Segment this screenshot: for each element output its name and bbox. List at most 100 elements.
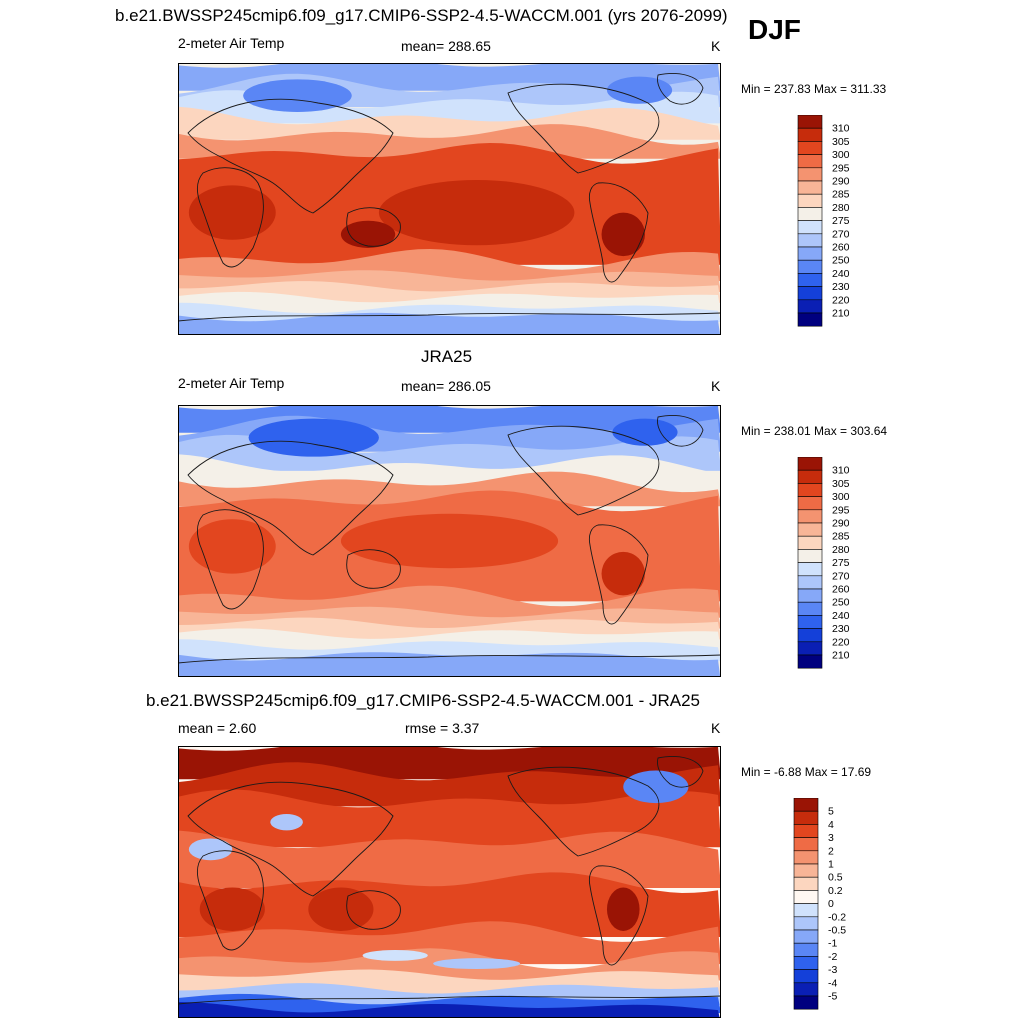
panel-obs-map-band [178, 652, 721, 677]
panel-diff-colorbar-box [793, 798, 819, 812]
panel-obs-title: JRA25 [421, 347, 473, 366]
panel-diff-map-band [178, 1002, 720, 1018]
panel-model-colorbar-box [797, 141, 823, 155]
panel-diff-map-region [270, 814, 303, 831]
panel-model-colorbar-tick-label: 275 [832, 215, 850, 227]
panel-diff-map-region [362, 950, 428, 961]
panel-obs-colorbar-tick-label: 250 [832, 597, 850, 609]
panel-model-map-region [378, 179, 575, 246]
panel-obs-colorbar-box [797, 496, 823, 511]
panel-model-colorbar-tick-label: 290 [832, 176, 850, 188]
panel-obs-colorbar-tick-label: 260 [832, 584, 850, 596]
panel-obs-map [178, 405, 721, 677]
panel-obs-map-coastline [346, 549, 401, 589]
panel-obs-colorbar-tick-label: 220 [832, 636, 850, 648]
panel-obs-colorbar-tick-label: 305 [832, 478, 850, 490]
panel-diff-colorbar-tick-label: -2 [828, 951, 837, 963]
panel-diff-colorbar-box [793, 824, 819, 838]
panel-model-map-frame [178, 63, 721, 335]
panel-obs-map-band [178, 617, 721, 640]
panel-diff-map-band [178, 789, 721, 848]
panel-model-map-coastline [196, 167, 264, 268]
panel-obs-variable-label: 2-meter Air Temp [178, 375, 285, 391]
panel-model-colorbar-box [797, 312, 823, 327]
panel-obs-map-region [340, 513, 559, 569]
panel-model-colorbar-box [797, 273, 823, 287]
panel-obs-colorbar-box [797, 535, 823, 550]
panel-model-map-band [178, 281, 721, 303]
panel-model-colorbar-box [797, 299, 823, 314]
panel-obs-map-region [248, 418, 379, 457]
panel-diff-colorbar-tick-label: 1 [828, 859, 834, 871]
panel-model-map-band [178, 249, 721, 282]
case-title: b.e21.BWSSP245cmip6.f09_g17.CMIP6-SSP2-4… [115, 6, 728, 25]
panel-diff-map [178, 746, 721, 1018]
panel-diff-colorbar-tick-label: -5 [828, 991, 837, 1003]
panel-model-colorbar-box [797, 180, 823, 195]
panel-model-colorbar-tick-label: 270 [832, 228, 850, 240]
panel-obs-colorbar-box [797, 575, 823, 590]
panel-obs-mean-label: mean= 286.05 [401, 378, 491, 394]
panel-obs-colorbar-tick-label: 295 [832, 504, 850, 516]
panel-obs-colorbar-box [797, 483, 823, 497]
panel-diff-colorbar-tick-label: 5 [828, 806, 834, 818]
panel-diff-map-region [188, 838, 233, 861]
panel-obs-colorbar-tick-label: 270 [832, 570, 850, 582]
panel-obs-colorbar-box [797, 509, 823, 524]
panel-obs-colorbar-tick-label: 275 [832, 557, 850, 569]
panel-diff-mean-label: mean = 2.60 [178, 720, 257, 736]
panel-obs-map-coastline [178, 654, 721, 664]
panel-diff-colorbar-tick-label: -1 [828, 938, 837, 950]
panel-diff-colorbar-tick-label: 2 [828, 845, 834, 857]
panel-diff-colorbar-tick-label: 0.5 [828, 872, 843, 884]
panel-model-map-coastline [588, 182, 649, 283]
panel-obs-colorbar-box [797, 562, 823, 577]
panel-model-colorbar-tick-label: 240 [832, 268, 850, 280]
panel-diff-map-band [178, 921, 721, 965]
panel-obs-map-coastline [187, 440, 394, 556]
panel-model-colorbar-box [797, 207, 823, 221]
panel-model-map-region [606, 76, 673, 104]
panel-model-colorbar-box [797, 193, 823, 208]
panel-diff-colorbar-tick-label: -0.2 [828, 911, 846, 923]
panel-model-colorbar-tick-label: 260 [832, 242, 850, 254]
panel-obs-colorbar-box [797, 549, 823, 563]
panel-diff-colorbar-tick-label: 3 [828, 832, 834, 844]
panel-model-colorbar-box [797, 220, 823, 235]
panel-diff-colorbar-box [793, 903, 819, 918]
panel-obs-colorbar-tick-label: 280 [832, 544, 850, 556]
panel-diff-colorbar-box [793, 942, 819, 957]
panel-obs-colorbar-tick-label: 210 [832, 650, 850, 662]
panel-model-colorbar-tick-label: 280 [832, 202, 850, 214]
panel-diff-colorbar-box [793, 956, 819, 970]
panel-obs-colorbar-tick-label: 230 [832, 623, 850, 635]
panel-model-colorbar-box [797, 246, 823, 261]
panel-model-minmax: Min = 237.83 Max = 311.33 [741, 82, 887, 96]
panel-diff-map-coastline [346, 890, 401, 930]
panel-diff-map-coastline [178, 995, 721, 1005]
panel-diff-colorbar-box [793, 929, 819, 944]
panel-model-colorbar: 3103053002952902852802752702602502402302… [797, 115, 850, 327]
panel-model-colorbar-box [797, 127, 823, 142]
panel-diff-colorbar-tick-label: 0.2 [828, 885, 843, 897]
panel-model-map-coastline [346, 207, 401, 247]
panel-model-colorbar-box [797, 233, 823, 248]
panel-diff-map-frame [178, 746, 721, 1018]
panel-obs-colorbar-tick-label: 240 [832, 610, 850, 622]
panel-model-colorbar-box [797, 115, 823, 129]
panel-diff-map-region [433, 958, 521, 970]
panel-model-colorbar-tick-label: 250 [832, 255, 850, 267]
panel-diff-map-coastline [196, 850, 264, 951]
panel-obs-units: K [711, 378, 721, 394]
panel-diff-map-coastline [187, 781, 394, 897]
panel-model-map-region [243, 79, 352, 112]
panel-model-colorbar-tick-label: 285 [832, 189, 850, 201]
panel-model-mean-label: mean= 288.65 [401, 38, 491, 54]
panel-model-map-coastline [657, 73, 704, 105]
panel-model-colorbar-box [797, 286, 823, 301]
panel-model-map [178, 63, 721, 335]
panel-diff-colorbar-box [793, 982, 819, 997]
panel-diff-map-coastline [507, 766, 660, 857]
panel-diff-rmse-label: rmse = 3.37 [405, 720, 480, 736]
panel-diff-colorbar-box [793, 810, 819, 825]
